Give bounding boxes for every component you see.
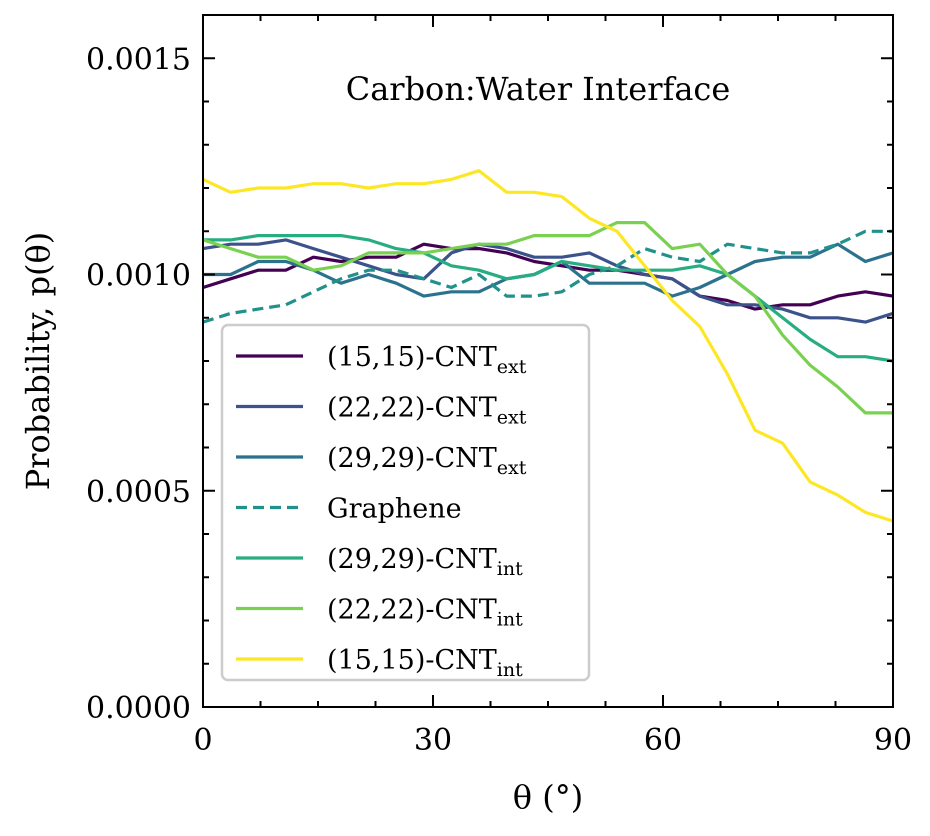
y-tick-label: 0.0015 bbox=[86, 42, 191, 77]
legend-label: (15,15)-CNText bbox=[327, 342, 527, 378]
legend-label: (15,15)-CNTint bbox=[327, 645, 523, 681]
y-tick-label: 0.0000 bbox=[86, 691, 191, 726]
legend-label: (29,29)-CNTint bbox=[327, 544, 523, 580]
series-layer bbox=[202, 169, 894, 523]
series-line-1 bbox=[202, 242, 894, 311]
series-line-4 bbox=[202, 229, 893, 324]
y-tick-label: 0.0010 bbox=[86, 259, 191, 294]
ticks-layer: 0 30 60 90 0.0000 0.0005 0.0010 0.0015 bbox=[86, 15, 912, 758]
legend: (15,15)-CNText (22,22)-CNText (29,29)-CNTe… bbox=[220, 323, 591, 682]
x-tick-label: 30 bbox=[414, 723, 452, 758]
y-tick-label: 0.0005 bbox=[86, 475, 191, 510]
legend-label: Graphene bbox=[327, 494, 462, 525]
legend-label: (22,22)-CNTint bbox=[327, 595, 523, 631]
series-line-3 bbox=[203, 242, 894, 298]
y-axis-label: Probability, p(θ) bbox=[19, 232, 57, 491]
legend-box bbox=[220, 323, 591, 682]
series-line-5 bbox=[203, 234, 894, 363]
legend-label: (22,22)-CNText bbox=[327, 393, 527, 429]
x-tick-label: 0 bbox=[193, 723, 212, 758]
series-line-2 bbox=[202, 238, 894, 324]
legend-label: (29,29)-CNText bbox=[327, 443, 527, 479]
x-tick-label: 60 bbox=[644, 723, 682, 758]
series-line-6 bbox=[202, 221, 893, 415]
x-axis-label: θ (°) bbox=[513, 778, 583, 816]
series-line-7 bbox=[202, 169, 894, 523]
x-tick-label: 90 bbox=[874, 723, 912, 758]
chart-title: Carbon:Water Interface bbox=[346, 70, 731, 108]
